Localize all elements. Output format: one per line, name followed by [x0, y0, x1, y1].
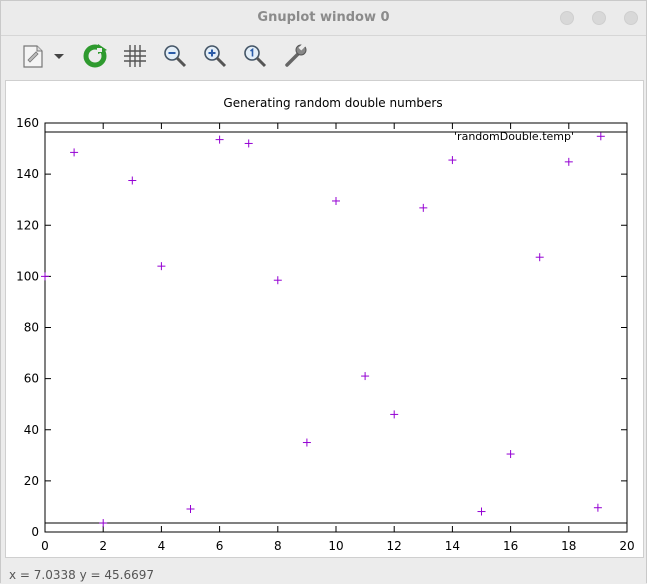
y-tick-label: 100: [16, 269, 39, 283]
data-point: [506, 450, 515, 459]
x-tick-label: 6: [216, 539, 224, 553]
zoom-out-icon: [164, 45, 187, 68]
x-tick-label: 0: [41, 539, 49, 553]
maximize-button[interactable]: [592, 11, 606, 25]
x-tick-label: 18: [561, 539, 576, 553]
y-tick-label: 140: [16, 167, 39, 181]
legend-label: 'randomDouble.temp': [454, 130, 574, 143]
x-tick-label: 16: [503, 539, 518, 553]
plot-area[interactable]: Generating random double numbers 0 2 4 6 8 10…: [5, 80, 644, 558]
data-points: [41, 132, 605, 528]
y-tick-label: 0: [31, 525, 39, 539]
window-title: Gnuplot window 0: [257, 10, 390, 25]
cursor-coordinates: x = 7.0338 y = 45.6697: [9, 568, 154, 582]
data-point: [332, 196, 340, 205]
x-tick-label: 2: [99, 539, 107, 553]
replot-button[interactable]: [79, 40, 111, 72]
data-point: [157, 262, 166, 271]
x-tick-label: 20: [619, 539, 634, 553]
data-point: [477, 507, 486, 516]
zoom-out-button[interactable]: [159, 40, 191, 72]
data-point: [273, 276, 282, 285]
data-point: [244, 139, 253, 148]
grid-icon: [124, 45, 146, 67]
axes: 0 2 4 6 8 10 12 14 16 18 20 0 20 40 60 80 100 120 140 160: [16, 116, 635, 553]
x-tick-label: 4: [158, 539, 166, 553]
x-tick-label: 10: [328, 539, 343, 553]
title-bar[interactable]: Gnuplot window 0: [1, 1, 646, 36]
wrench-icon: [285, 43, 307, 67]
document-icon: [23, 45, 43, 68]
data-point: [390, 410, 399, 419]
data-point: [41, 272, 49, 281]
y-tick-label: 160: [16, 116, 39, 130]
y-tick-label: 120: [16, 218, 39, 232]
copy-to-clipboard-button[interactable]: [17, 40, 49, 72]
minimize-button[interactable]: [560, 11, 574, 25]
zoom-reset-icon: [244, 45, 267, 68]
data-point: [302, 438, 311, 447]
data-point: [596, 132, 605, 141]
x-tick-label: 14: [445, 539, 460, 553]
y-tick-label: 40: [24, 423, 39, 437]
y-tick-label: 60: [24, 372, 39, 386]
zoom-in-icon: [204, 45, 227, 68]
chevron-down-icon: [54, 54, 64, 59]
data-point: [215, 135, 224, 144]
x-tick-label: 8: [274, 539, 282, 553]
x-tick-label: 12: [387, 539, 402, 553]
settings-button[interactable]: [279, 40, 311, 72]
chart-title: Generating random double numbers: [223, 96, 442, 110]
y-tick-label: 20: [24, 474, 39, 488]
close-button[interactable]: [624, 11, 638, 25]
data-point: [186, 504, 195, 513]
zoom-in-button[interactable]: [199, 40, 231, 72]
data-point: [593, 503, 602, 512]
toolbar: [1, 36, 646, 78]
data-point: [361, 372, 370, 381]
refresh-icon: [83, 44, 107, 68]
data-point: [564, 157, 573, 166]
status-bar: x = 7.0338 y = 45.6697: [1, 564, 646, 584]
scatter-chart[interactable]: Generating random double numbers 0 2 4 6 8 10…: [6, 81, 643, 557]
y-tick-label: 80: [24, 321, 39, 335]
data-point: [70, 148, 79, 157]
data-point: [128, 176, 137, 185]
grid-toggle-button[interactable]: [119, 40, 151, 72]
data-point: [419, 203, 428, 212]
data-point: [448, 156, 457, 165]
export-dropdown-button[interactable]: [49, 40, 69, 72]
data-point: [535, 253, 544, 262]
data-point: [99, 519, 108, 528]
zoom-reset-button[interactable]: [239, 40, 271, 72]
